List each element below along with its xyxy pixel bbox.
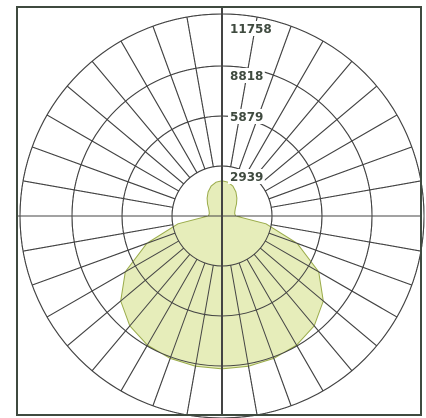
grid-spoke-overlay-100: [271, 180, 422, 208]
radial-tick-labels: 2939 5879 8818 11758: [228, 21, 273, 184]
chart-border: [16, 6, 422, 416]
grid-spoke-overlay-310: [66, 247, 185, 347]
grid-spoke-overlay-300: [46, 240, 179, 318]
grid-spoke-overlay-330: [120, 259, 198, 392]
grid-spoke-overlay-280: [22, 224, 173, 252]
grid-spoke-overlay-250: [32, 146, 176, 200]
grid-spoke-overlay-110: [268, 146, 412, 200]
grid-spoke-overlay-160: [238, 26, 292, 170]
axis-lines: [17, 7, 421, 415]
radial-tick-label-bg-2: [228, 68, 265, 83]
grid-spoke-overlay-190: [186, 16, 214, 167]
series-0-point-120: [235, 207, 237, 209]
series-0-point-150: [235, 191, 237, 193]
radial-tick-label: 11758: [230, 22, 272, 36]
series-0-point-140: [236, 197, 238, 199]
grid-spoke-overlay-230: [66, 85, 185, 185]
grid-spoke-overlay-10: [230, 265, 258, 416]
grid-spoke-overlay-170: [230, 16, 258, 167]
radial-tick-label: 5879: [230, 110, 263, 124]
grid-spoke-overlay-80: [271, 224, 422, 252]
grid-spoke-overlay-200: [152, 26, 206, 170]
grid-spoke-overlay-320: [91, 253, 191, 372]
series-0-point-160: [232, 185, 234, 187]
grid-spoke-overlay-140: [253, 60, 353, 179]
grid-spoke-overlay-290: [32, 232, 176, 286]
grid-spoke-overlay-120: [265, 114, 398, 192]
radial-tick-label-bg-1: [228, 109, 265, 124]
series-0-point-130: [236, 203, 238, 205]
grid-spoke-overlay-260: [22, 180, 173, 208]
radial-tick-label-bg-3: [228, 21, 273, 36]
series-0-point-110: [234, 210, 236, 212]
radial-tick-label: 8818: [230, 69, 263, 83]
radial-tick-label: 2939: [230, 170, 263, 184]
series-0-point-100: [234, 213, 236, 215]
grid-spoke-overlay-30: [246, 259, 324, 392]
grid-spoke-overlay-70: [268, 232, 412, 286]
grid-spoke-overlay-40: [253, 253, 353, 372]
series-0-point-80: [265, 223, 267, 225]
grid-spoke-overlay-60: [265, 240, 398, 318]
grid-spoke-overlay-50: [259, 247, 378, 347]
plot-area: 2939 5879 8818 11758: [17, 7, 425, 418]
grid-spoke-overlay-220: [91, 60, 191, 179]
grid-spoke-overlay-350: [186, 265, 214, 416]
grid-spoke-overlay-210: [120, 40, 198, 173]
radial-tick-label-bg-0: [228, 169, 265, 184]
grid-spoke-overlay-20: [238, 262, 292, 406]
grid-spoke-overlay-130: [259, 85, 378, 185]
grid-spoke-overlay-240: [46, 114, 179, 192]
grid-spoke-overlay-150: [246, 40, 324, 173]
grid-spoke-overlay-340: [152, 262, 206, 406]
